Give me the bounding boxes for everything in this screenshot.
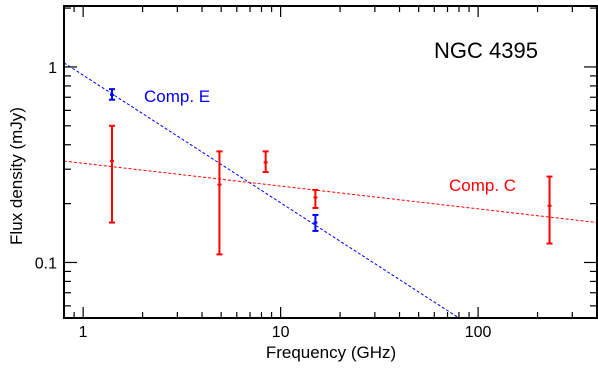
x-axis-label: Frequency (GHz) xyxy=(266,343,396,362)
plot-frame xyxy=(63,5,598,319)
series-label-comp-c: Comp. C xyxy=(449,176,516,195)
data-point-series-1 xyxy=(108,124,115,224)
data-point-series-1 xyxy=(262,150,269,174)
data-point-series-1 xyxy=(546,175,553,245)
y-axis-label: Flux density (mJy) xyxy=(7,107,26,245)
y-tick-label: 0.1 xyxy=(35,255,57,272)
axis-ticks: 1 10 100 0.1 1 xyxy=(35,6,598,341)
chart-title: NGC 4395 xyxy=(434,38,538,63)
x-tick-label: 1 xyxy=(79,324,88,341)
data-point-series-1 xyxy=(216,150,223,256)
x-tick-label: 100 xyxy=(465,324,492,341)
data-point-series-0 xyxy=(108,88,115,101)
data-points xyxy=(108,88,553,256)
y-tick-label: 1 xyxy=(48,60,57,77)
data-point-series-1 xyxy=(312,188,319,209)
fit-line-series-1 xyxy=(63,160,598,224)
data-point-series-0 xyxy=(312,213,319,232)
fit-lines xyxy=(63,62,598,319)
fit-line-series-0 xyxy=(63,62,460,319)
series-label-comp-e: Comp. E xyxy=(144,87,210,106)
x-tick-label: 10 xyxy=(272,324,290,341)
